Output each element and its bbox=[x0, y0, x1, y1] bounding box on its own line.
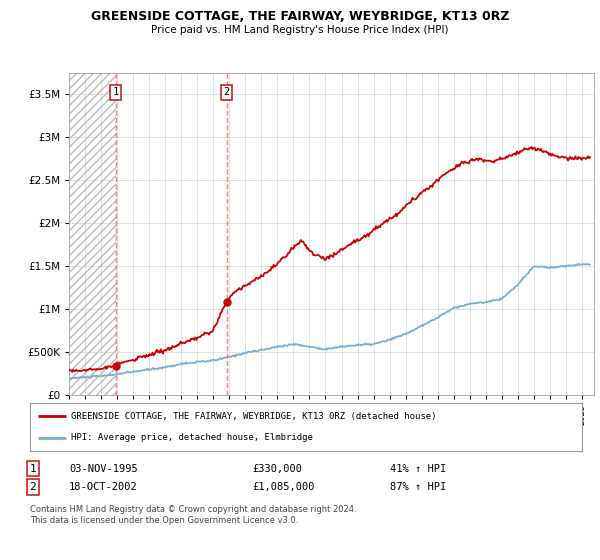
Text: 03-NOV-1995: 03-NOV-1995 bbox=[69, 464, 138, 474]
Text: 1: 1 bbox=[113, 87, 119, 97]
Text: £1,085,000: £1,085,000 bbox=[252, 482, 314, 492]
Text: GREENSIDE COTTAGE, THE FAIRWAY, WEYBRIDGE, KT13 0RZ (detached house): GREENSIDE COTTAGE, THE FAIRWAY, WEYBRIDG… bbox=[71, 412, 437, 421]
Text: 41% ↑ HPI: 41% ↑ HPI bbox=[390, 464, 446, 474]
Bar bbox=[69, 73, 116, 395]
Text: £330,000: £330,000 bbox=[252, 464, 302, 474]
Text: 1: 1 bbox=[29, 464, 37, 474]
Text: Contains HM Land Registry data © Crown copyright and database right 2024.
This d: Contains HM Land Registry data © Crown c… bbox=[30, 505, 356, 525]
Text: HPI: Average price, detached house, Elmbridge: HPI: Average price, detached house, Elmb… bbox=[71, 433, 313, 442]
Text: 87% ↑ HPI: 87% ↑ HPI bbox=[390, 482, 446, 492]
Text: GREENSIDE COTTAGE, THE FAIRWAY, WEYBRIDGE, KT13 0RZ: GREENSIDE COTTAGE, THE FAIRWAY, WEYBRIDG… bbox=[91, 10, 509, 22]
Text: 2: 2 bbox=[29, 482, 37, 492]
Bar bbox=[69, 73, 116, 395]
Text: Price paid vs. HM Land Registry's House Price Index (HPI): Price paid vs. HM Land Registry's House … bbox=[151, 25, 449, 35]
Text: 18-OCT-2002: 18-OCT-2002 bbox=[69, 482, 138, 492]
Text: 2: 2 bbox=[224, 87, 230, 97]
